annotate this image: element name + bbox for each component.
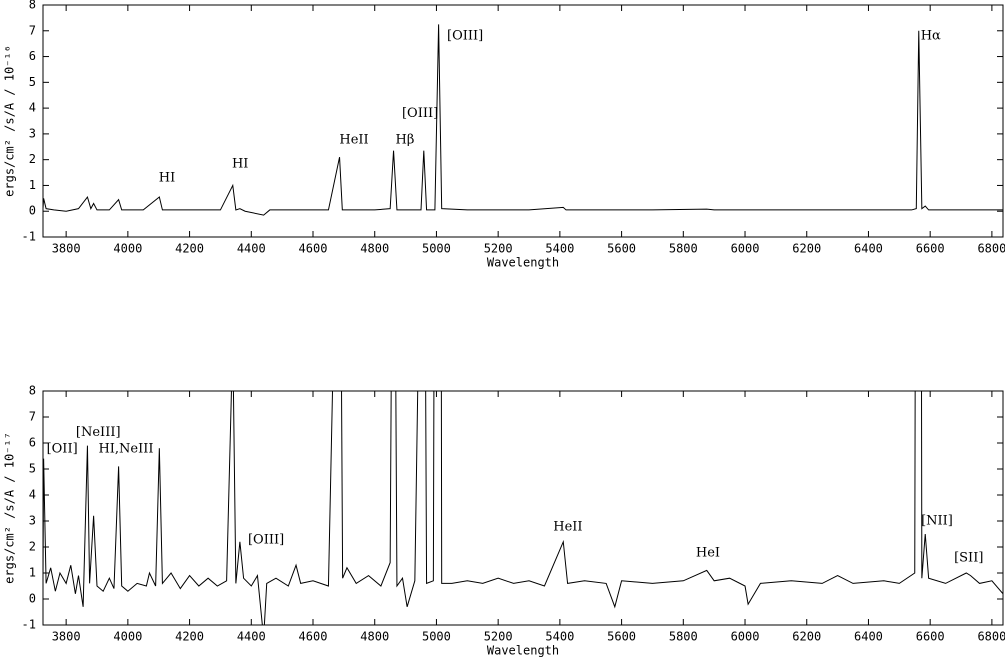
panel: 3800 4000 4200 4400 4600 4800 5000 5200 5400 5600… xyxy=(3,0,1005,270)
x-tick-label: 5000 xyxy=(422,242,451,256)
y-tick-label: 7 xyxy=(29,23,36,37)
line-annotation: [OIII] xyxy=(447,29,483,44)
x-tick-label: 4000 xyxy=(113,242,142,256)
line-annotation: [NII] xyxy=(921,514,953,529)
x-tick-label: 6400 xyxy=(854,630,883,644)
y-axis-label: ergs/cm² /s/A / 10⁻¹⁷ xyxy=(3,432,17,584)
plot-frame xyxy=(42,4,1004,238)
x-tick-label: 5600 xyxy=(607,242,636,256)
y-tick-label: 3 xyxy=(29,514,36,528)
x-tick-label: 5000 xyxy=(422,630,451,644)
y-tick-label: 4 xyxy=(29,101,36,115)
line-annotation: Hα xyxy=(921,29,941,44)
line-annotation: [OIII] xyxy=(402,106,438,121)
x-tick-label: 6800 xyxy=(977,630,1005,644)
y-tick-label: 0 xyxy=(29,592,36,606)
x-tick-label: 6200 xyxy=(792,630,821,644)
line-annotation: HeI xyxy=(696,545,720,560)
y-tick-label: 4 xyxy=(29,488,36,502)
x-tick-label: 4400 xyxy=(237,242,266,256)
x-tick-label: 4000 xyxy=(113,630,142,644)
x-axis-label: Wavelength xyxy=(487,256,559,270)
y-tick-label: 2 xyxy=(29,152,36,166)
line-annotation: HeII xyxy=(339,133,368,148)
x-tick-label: 4200 xyxy=(175,242,204,256)
y-tick-label: 2 xyxy=(29,540,36,554)
line-annotation: [OII] xyxy=(47,441,78,456)
y-tick-label: 7 xyxy=(29,410,36,424)
x-tick-label: 6000 xyxy=(731,630,760,644)
x-tick-label: 4200 xyxy=(175,630,204,644)
y-tick-label: -1 xyxy=(22,618,36,632)
x-tick-label: 4600 xyxy=(299,242,328,256)
y-tick-label: 6 xyxy=(29,436,36,450)
line-annotation: [NeIII] xyxy=(76,425,121,440)
x-tick-label: 4800 xyxy=(360,630,389,644)
plot-frame xyxy=(42,390,1004,626)
x-tick-label: 6200 xyxy=(792,242,821,256)
line-annotation: HI,NeIII xyxy=(98,441,153,456)
x-tick-label: 5800 xyxy=(669,242,698,256)
y-tick-label: 8 xyxy=(29,384,36,398)
y-tick-label: 5 xyxy=(29,462,36,476)
y-tick-label: 1 xyxy=(29,566,36,580)
x-tick-label: 6600 xyxy=(916,242,945,256)
y-tick-label: 8 xyxy=(29,0,36,12)
y-tick-label: 6 xyxy=(29,49,36,63)
x-tick-label: 5800 xyxy=(669,630,698,644)
y-axis-label: ergs/cm² /s/A / 10⁻¹⁶ xyxy=(3,45,17,197)
line-annotation: [OIII] xyxy=(248,532,284,547)
y-tick-label: 5 xyxy=(29,75,36,89)
x-tick-label: 4600 xyxy=(299,630,328,644)
spectrum-line xyxy=(43,391,1003,625)
y-tick-label: -1 xyxy=(22,230,36,244)
line-annotation: HeII xyxy=(553,519,582,534)
line-annotation: Hβ xyxy=(396,133,415,148)
x-tick-label: 6600 xyxy=(916,630,945,644)
x-tick-label: 6400 xyxy=(854,242,883,256)
x-tick-label: 5600 xyxy=(607,630,636,644)
spectrum-line xyxy=(43,24,1003,216)
x-tick-label: 4800 xyxy=(360,242,389,256)
y-tick-label: 3 xyxy=(29,126,36,140)
line-annotation: [SII] xyxy=(954,550,983,565)
x-tick-label: 3800 xyxy=(52,242,81,256)
x-tick-label: 4400 xyxy=(237,630,266,644)
x-tick-label: 3800 xyxy=(52,630,81,644)
line-annotation: HI xyxy=(232,157,248,172)
x-tick-label: 6000 xyxy=(731,242,760,256)
x-axis-label: Wavelength xyxy=(487,644,559,658)
x-tick-label: 5200 xyxy=(484,242,513,256)
y-tick-label: 0 xyxy=(29,204,36,218)
x-tick-label: 6800 xyxy=(977,242,1005,256)
panel: 3800 4000 4200 4400 4600 4800 5000 5200 5400 5600… xyxy=(3,384,1005,658)
x-tick-label: 5200 xyxy=(484,630,513,644)
x-tick-label: 5400 xyxy=(545,630,574,644)
line-annotation: HI xyxy=(159,170,175,185)
x-tick-label: 5400 xyxy=(545,242,574,256)
y-tick-label: 1 xyxy=(29,178,36,192)
